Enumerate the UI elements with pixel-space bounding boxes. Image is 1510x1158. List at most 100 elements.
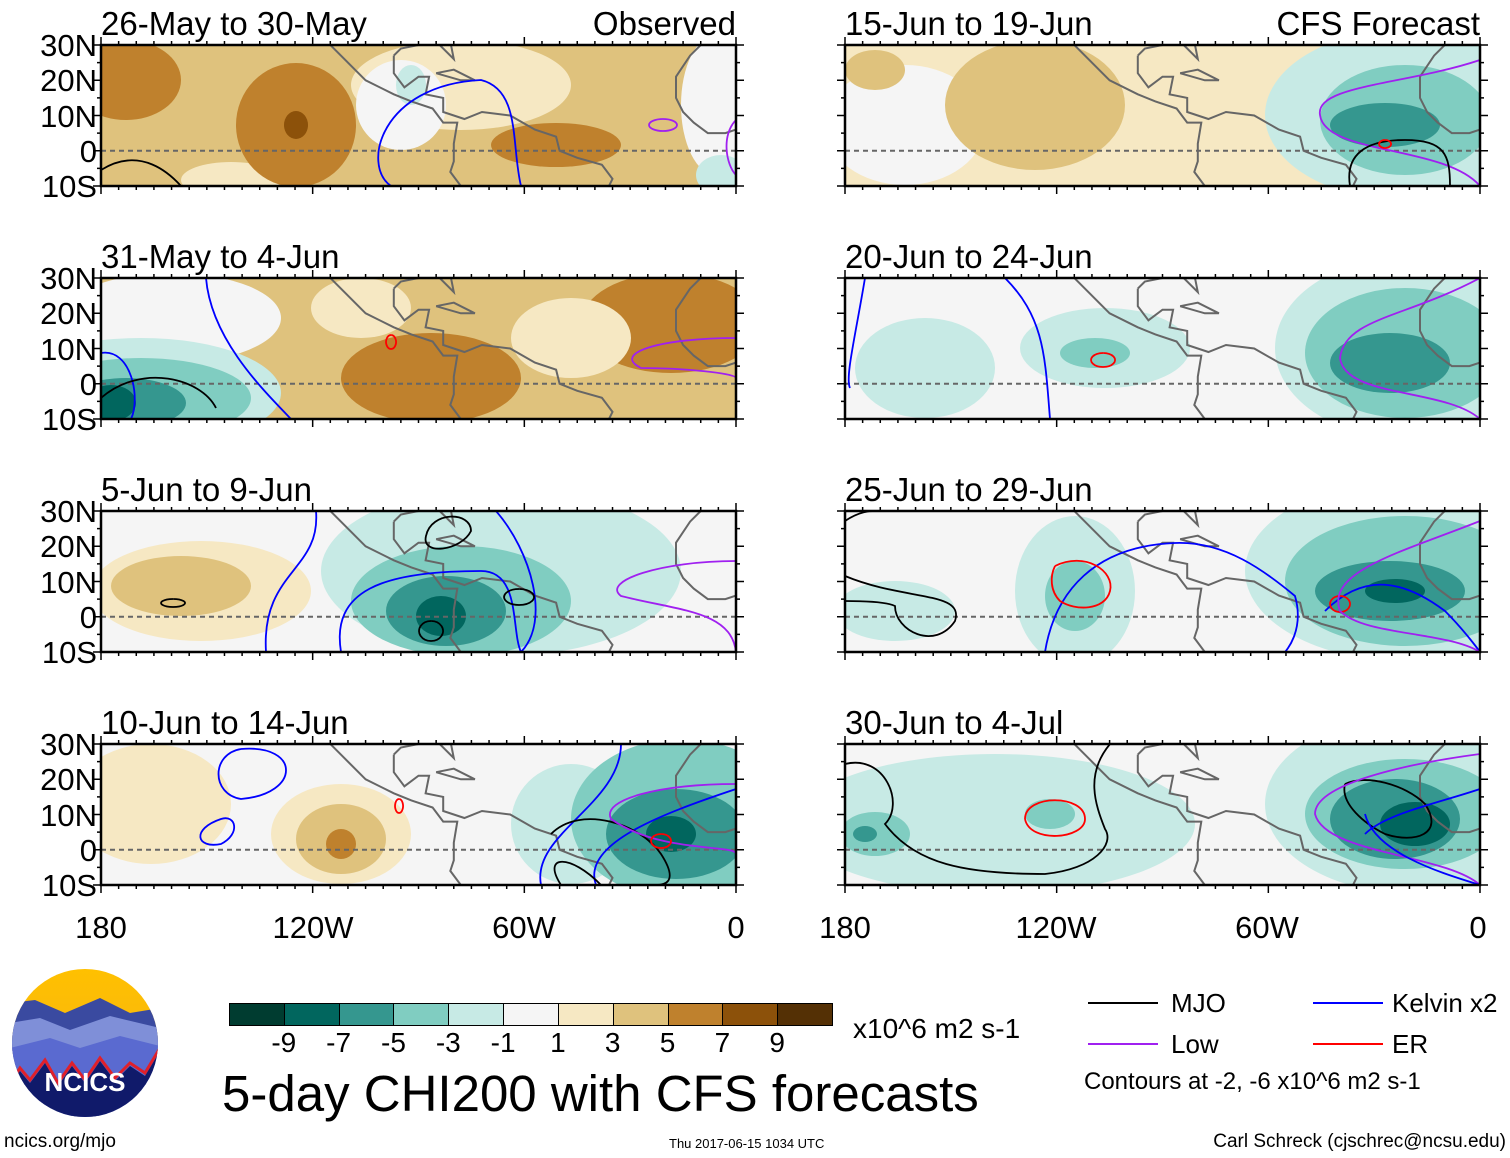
chi200-field-region [845, 581, 955, 641]
wave-contour [1050, 560, 1112, 609]
lat-label: 0 [79, 832, 97, 868]
lat-label: 10N [40, 98, 97, 134]
lat-label: 10N [40, 564, 97, 600]
wave-contour [377, 79, 522, 186]
colorbar-tick-label: -1 [490, 1027, 516, 1058]
coastline [1072, 45, 1206, 186]
legend-er-line [1313, 1043, 1383, 1045]
coastline [675, 744, 736, 834]
panel-title: 20-Jun to 24-Jun [845, 238, 1093, 275]
chi200-field-region [101, 744, 231, 864]
chi200-field-region [111, 556, 251, 616]
lat-label: 0 [79, 599, 97, 635]
coastline [392, 754, 614, 885]
chi200-field-region [511, 298, 631, 378]
colorbar-swatch [448, 1003, 505, 1026]
coastline [675, 278, 736, 368]
coastline [1179, 301, 1220, 315]
wave-contour [205, 278, 292, 419]
map-panel [93, 736, 744, 893]
coastline [675, 45, 736, 135]
panel-label: CFS Forecast [1276, 5, 1480, 42]
coastline [1137, 511, 1200, 529]
wave-contour [1378, 139, 1392, 149]
lon-label: 120W [272, 910, 354, 945]
chi200-field-region [416, 596, 466, 636]
lat-label: 0 [79, 133, 97, 169]
coastline [1136, 754, 1358, 885]
colorbar-swatch [503, 1003, 559, 1026]
wave-contour [264, 511, 318, 652]
coastline [1072, 744, 1206, 885]
coastline [328, 744, 462, 885]
wave-contour [539, 744, 622, 885]
colorbar-tick-label: 7 [714, 1027, 731, 1058]
legend-kelvin-label: Kelvin x2 [1392, 988, 1498, 1018]
coastline [1137, 45, 1200, 63]
contour-note: Contours at -2, -6 x10^6 m2 s-1 [1084, 1068, 1421, 1095]
wave-contour [338, 570, 522, 652]
lat-label: 0 [79, 366, 97, 402]
coastline [328, 278, 462, 419]
coastline [1179, 767, 1220, 781]
colorbar-tick-label: -3 [435, 1027, 461, 1058]
chi200-field-region [284, 111, 308, 139]
lat-label: 30N [40, 727, 97, 762]
panel-title: 10-Jun to 14-Jun [101, 704, 349, 741]
wave-contour [847, 278, 866, 389]
chi200-field-region [396, 65, 426, 105]
wave-contour [1348, 139, 1451, 186]
panel-title: 26-May to 30-May [101, 5, 367, 42]
chi200-field-region [646, 816, 696, 852]
wave-contour [1024, 799, 1086, 837]
lat-label: 30N [40, 494, 97, 529]
coastline [1136, 288, 1358, 419]
chi200-field-region [845, 812, 910, 856]
chi200-field-region [945, 45, 1125, 170]
colorbar-units: x10^6 m2 s-1 [853, 1013, 1021, 1044]
lat-label: 10N [40, 331, 97, 367]
panel-title: 31-May to 4-Jun [101, 238, 340, 275]
chi200-field-region [853, 826, 877, 842]
wave-contour [553, 861, 602, 885]
wave-contour [1090, 352, 1116, 368]
footer-url[interactable]: ncics.org/mjo [4, 1131, 116, 1152]
colorbar-swatch [557, 1003, 614, 1026]
panel-title: 15-Jun to 19-Jun [845, 5, 1093, 42]
colorbar-tick-label: 9 [769, 1027, 785, 1058]
map-panel [837, 37, 1488, 194]
wave-contour [1337, 520, 1480, 652]
chi200-field-region [491, 123, 621, 167]
wave-contour [616, 560, 736, 652]
lat-label: 10S [41, 169, 97, 204]
chi200-field-region [326, 829, 356, 859]
map-panel [837, 503, 1488, 660]
coastline [393, 511, 456, 529]
panel-title: 30-Jun to 4-Jul [845, 704, 1064, 741]
lat-label: 30N [40, 261, 97, 296]
colorbar-swatch [283, 1003, 340, 1026]
coastline [1137, 278, 1200, 296]
colorbar-swatch [229, 1003, 285, 1026]
lat-label: 10N [40, 797, 97, 833]
coastline [392, 55, 614, 186]
wave-contour [418, 620, 444, 642]
wave-contour [101, 352, 136, 419]
footer-timestamp: Thu 2017-06-15 1034 UTC [669, 1136, 825, 1151]
map-panel [93, 37, 744, 194]
lat-label: 30N [40, 28, 97, 63]
wave-contour [394, 798, 404, 814]
wave-contour [385, 334, 397, 350]
colorbar-tick-label: -7 [326, 1027, 352, 1058]
lat-label: 10S [41, 868, 97, 903]
chi200-field-region [101, 385, 136, 419]
wave-contour [845, 744, 1111, 875]
lon-label: 120W [1015, 910, 1097, 945]
wave-contour [424, 515, 472, 550]
chi200-field-region [845, 754, 1195, 885]
panel-title: 25-Jun to 29-Jun [845, 471, 1093, 508]
legend-kelvin-line [1313, 1002, 1383, 1004]
coastline [435, 534, 476, 548]
chi200-field-region [1045, 561, 1105, 631]
